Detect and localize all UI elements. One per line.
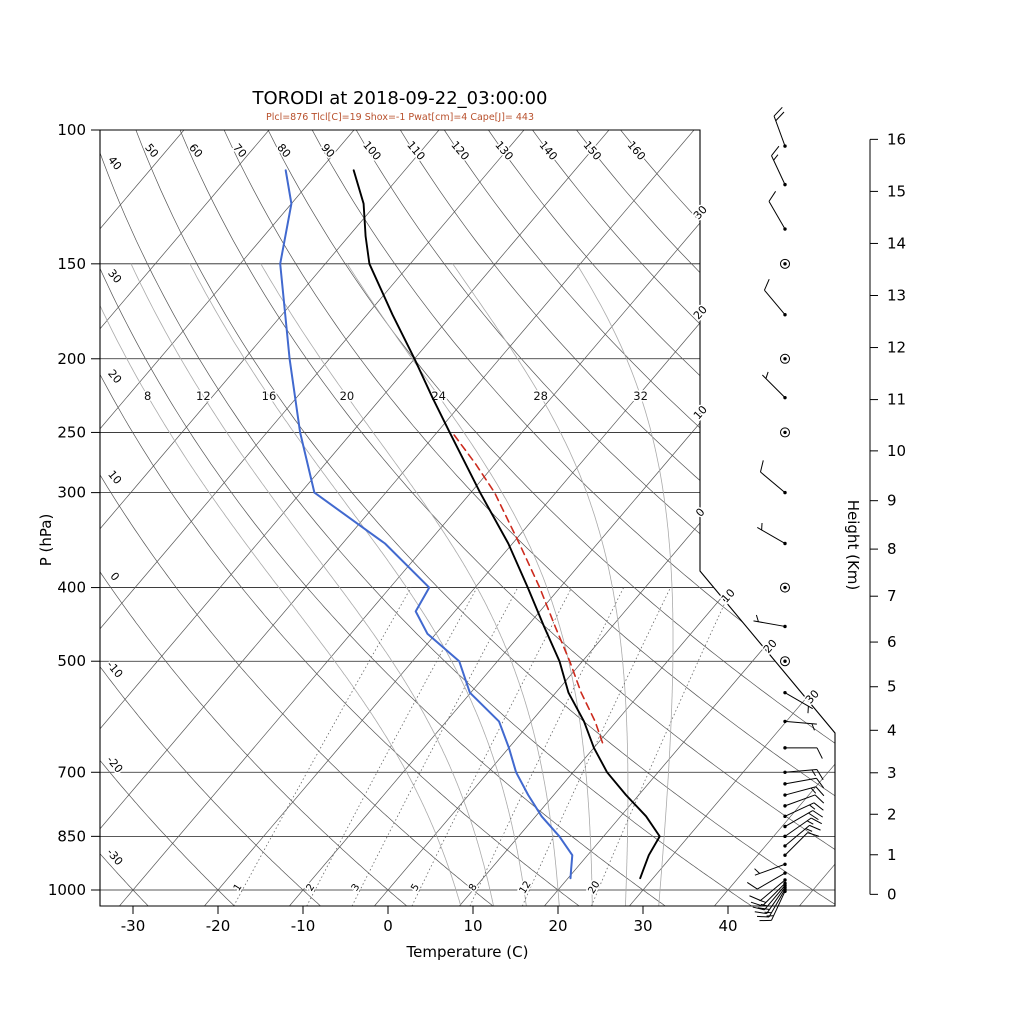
svg-text:140: 140 bbox=[536, 139, 559, 163]
svg-text:2: 2 bbox=[305, 882, 318, 893]
svg-text:10: 10 bbox=[691, 403, 710, 422]
svg-text:16: 16 bbox=[887, 130, 906, 148]
svg-text:30: 30 bbox=[105, 267, 124, 286]
temperature-curve bbox=[352, 169, 661, 880]
svg-text:50: 50 bbox=[142, 141, 161, 160]
svg-text:1000: 1000 bbox=[48, 881, 86, 899]
svg-text:7: 7 bbox=[887, 587, 897, 605]
chart-subtitle: Plcl=876 Tlcl[C]=19 Shox=-1 Pwat[cm]=4 C… bbox=[265, 112, 535, 123]
svg-text:10: 10 bbox=[887, 442, 906, 460]
svg-text:-10: -10 bbox=[291, 917, 316, 935]
svg-text:12: 12 bbox=[196, 389, 211, 403]
svg-text:20: 20 bbox=[105, 367, 124, 386]
wind-barbs bbox=[746, 106, 825, 922]
svg-text:32: 32 bbox=[633, 389, 648, 403]
svg-text:13: 13 bbox=[887, 286, 906, 304]
svg-text:0: 0 bbox=[887, 885, 897, 903]
svg-text:70: 70 bbox=[230, 141, 249, 160]
svg-text:28: 28 bbox=[533, 389, 548, 403]
svg-text:90: 90 bbox=[318, 141, 337, 160]
svg-text:850: 850 bbox=[57, 827, 86, 845]
svg-text:40: 40 bbox=[718, 917, 737, 935]
svg-text:-30: -30 bbox=[121, 917, 146, 935]
svg-text:40: 40 bbox=[105, 154, 124, 173]
chart-title: TORODI at 2018-09-22_03:00:00 bbox=[252, 88, 548, 109]
svg-text:-10: -10 bbox=[104, 658, 126, 680]
svg-text:60: 60 bbox=[186, 141, 205, 160]
svg-text:16: 16 bbox=[262, 389, 277, 403]
profiles bbox=[279, 169, 661, 880]
svg-text:11: 11 bbox=[887, 391, 906, 409]
svg-text:100: 100 bbox=[57, 121, 86, 139]
svg-text:200: 200 bbox=[57, 350, 86, 368]
svg-text:20: 20 bbox=[340, 389, 355, 403]
svg-text:1: 1 bbox=[887, 846, 897, 864]
svg-text:5: 5 bbox=[887, 678, 897, 696]
svg-text:0: 0 bbox=[107, 570, 121, 584]
height-axis-title: Height (Km) bbox=[844, 499, 862, 591]
svg-text:12: 12 bbox=[518, 879, 534, 896]
svg-text:1: 1 bbox=[232, 882, 245, 893]
svg-text:20: 20 bbox=[548, 917, 567, 935]
svg-text:250: 250 bbox=[57, 423, 86, 441]
svg-text:-30: -30 bbox=[104, 846, 126, 868]
svg-text:-20: -20 bbox=[206, 917, 231, 935]
svg-text:2: 2 bbox=[887, 805, 897, 823]
svg-text:120: 120 bbox=[448, 139, 471, 163]
svg-text:10: 10 bbox=[463, 917, 482, 935]
svg-text:10: 10 bbox=[105, 468, 124, 487]
plot-outline bbox=[99, 129, 836, 907]
svg-text:300: 300 bbox=[57, 484, 86, 502]
svg-text:500: 500 bbox=[57, 652, 86, 670]
svg-text:3: 3 bbox=[350, 882, 363, 893]
svg-text:30: 30 bbox=[691, 203, 710, 222]
background-lines bbox=[100, 130, 835, 906]
svg-text:4: 4 bbox=[887, 721, 897, 739]
svg-text:15: 15 bbox=[887, 182, 906, 200]
svg-text:130: 130 bbox=[492, 139, 515, 163]
svg-text:30: 30 bbox=[803, 687, 822, 706]
svg-text:5: 5 bbox=[409, 882, 422, 893]
svg-text:3: 3 bbox=[887, 764, 897, 782]
svg-text:30: 30 bbox=[633, 917, 652, 935]
svg-text:20: 20 bbox=[761, 637, 780, 656]
dewpoint-curve bbox=[279, 169, 574, 880]
svg-text:8: 8 bbox=[887, 540, 897, 558]
svg-text:14: 14 bbox=[887, 234, 906, 252]
pressure-axis-title: P (hPa) bbox=[37, 513, 55, 567]
svg-text:20: 20 bbox=[691, 303, 710, 322]
svg-text:0: 0 bbox=[383, 917, 393, 935]
svg-text:700: 700 bbox=[57, 763, 86, 781]
svg-text:8: 8 bbox=[144, 389, 151, 403]
svg-text:10: 10 bbox=[719, 586, 738, 605]
svg-text:9: 9 bbox=[887, 492, 897, 510]
svg-text:20: 20 bbox=[586, 879, 602, 896]
svg-text:80: 80 bbox=[274, 141, 293, 160]
svg-text:12: 12 bbox=[887, 339, 906, 357]
parcel-curve bbox=[451, 431, 604, 744]
svg-text:150: 150 bbox=[57, 255, 86, 273]
svg-text:400: 400 bbox=[57, 579, 86, 597]
grid-labels: 50 60 70 80 90 100 110 120 130 140 150 160403020100… bbox=[102, 137, 823, 897]
temperature-axis-title: Temperature (C) bbox=[406, 943, 529, 961]
svg-text:6: 6 bbox=[887, 633, 897, 651]
